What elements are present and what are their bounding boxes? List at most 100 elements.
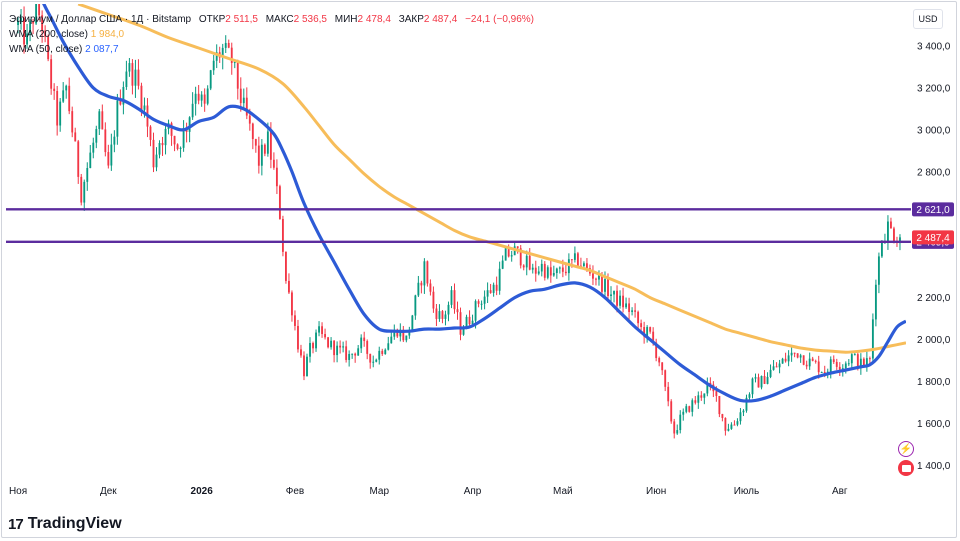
candle-body [101, 111, 104, 130]
wma50-row[interactable]: WMA (50, close) 2 087,7 [9, 42, 534, 57]
wma200-line [77, 4, 906, 354]
candle-body [26, 33, 29, 45]
x-tick-label: Июль [734, 486, 760, 497]
candle-body [140, 85, 143, 110]
candle-body [230, 47, 233, 63]
change-value: −24,1 (−0,96%) [465, 14, 534, 25]
candle-body [483, 296, 486, 304]
candle-body [20, 17, 22, 21]
candle-body [754, 377, 757, 379]
candle-body [285, 251, 287, 281]
candle-body [670, 401, 673, 422]
candle-body [179, 147, 182, 149]
candle-body [847, 363, 850, 365]
candle-body [543, 263, 546, 278]
candle-body [838, 366, 841, 370]
candle-body [128, 63, 131, 72]
candle-body [829, 359, 832, 372]
candle-body [652, 331, 655, 343]
candle-body [679, 414, 682, 431]
candle-body [691, 400, 694, 412]
y-tick-label: 3 000,0 [917, 125, 951, 136]
candle-body [685, 406, 688, 412]
candle-body [68, 85, 71, 112]
chart-legend: Эфириум / Доллар США · 1Д · Bitstamp ОТК… [9, 12, 534, 57]
candle-body [616, 290, 618, 306]
currency-button[interactable]: USD [913, 9, 943, 29]
candle-body [300, 349, 302, 356]
candle-body [586, 263, 588, 269]
candle-body [32, 21, 35, 24]
candle-body [778, 363, 781, 368]
y-tick-label: 2 800,0 [917, 167, 951, 178]
candle-body [357, 348, 360, 356]
wma200-row[interactable]: WMA (200, close) 1 984,0 [9, 27, 534, 42]
candle-body [330, 340, 333, 348]
candle-body [281, 218, 284, 252]
x-tick-label: Фев [286, 486, 304, 497]
candle-body [414, 295, 417, 316]
candle-body [649, 327, 652, 332]
candle-body [601, 274, 603, 292]
candle-body [92, 142, 95, 153]
candle-body [260, 144, 263, 166]
candle-body [152, 139, 155, 168]
wma200-label[interactable]: WMA (200, close) [9, 29, 88, 40]
candle-body [715, 391, 718, 396]
candle-body [540, 263, 543, 272]
candle-body [294, 315, 296, 326]
candle-body [402, 329, 405, 341]
candle-body [706, 382, 709, 394]
candle-body [38, 4, 41, 16]
candle-body [549, 267, 552, 276]
tradingview-logo[interactable]: 17 TradingView [8, 515, 122, 533]
x-tick-label: Дек [100, 486, 117, 497]
symbol-title[interactable]: Эфириум / Доллар США · 1Д · Bitstamp [9, 14, 192, 25]
x-tick-label: Апр [464, 486, 482, 497]
candle-body [143, 105, 146, 110]
candle-body [272, 159, 275, 168]
calendar-flag-icon[interactable] [898, 460, 914, 476]
candle-body [688, 406, 691, 412]
candle-body [781, 358, 784, 364]
horizontal-level-label-bg [912, 202, 954, 217]
candle-body [411, 315, 414, 330]
candles-group [17, 4, 901, 439]
candle-body [504, 247, 507, 261]
candle-body [107, 152, 110, 166]
candle-body [251, 123, 254, 140]
open-value: 2 511,5 [225, 14, 258, 25]
candle-body [309, 343, 311, 357]
candle-body [203, 94, 206, 104]
flash-icon[interactable]: ⚡ [898, 441, 914, 457]
candle-body [384, 349, 387, 355]
candle-body [339, 345, 342, 348]
candle-body [164, 128, 167, 146]
candle-body [191, 103, 194, 118]
candle-body [802, 355, 805, 365]
candle-body [610, 294, 612, 296]
candle-body [811, 358, 814, 361]
symbol-row[interactable]: Эфириум / Доллар США · 1Д · Bitstamp ОТК… [9, 12, 534, 27]
candle-body [814, 360, 817, 362]
candle-body [53, 88, 56, 91]
candle-body [378, 350, 381, 360]
candle-body [315, 332, 317, 349]
candle-body [227, 42, 230, 48]
candle-body [423, 261, 426, 286]
candle-body [718, 395, 721, 415]
candle-body [820, 372, 823, 374]
candle-body [44, 30, 47, 37]
wma50-label[interactable]: WMA (50, close) [9, 44, 83, 55]
candle-body [65, 85, 68, 91]
candle-body [50, 59, 53, 89]
candle-body [23, 17, 25, 45]
candle-body [546, 267, 549, 278]
candle-body [495, 284, 498, 291]
candle-body [366, 341, 369, 354]
candle-body [110, 144, 113, 166]
candle-body [724, 417, 727, 431]
candle-body [254, 139, 257, 146]
candle-body [288, 280, 290, 293]
